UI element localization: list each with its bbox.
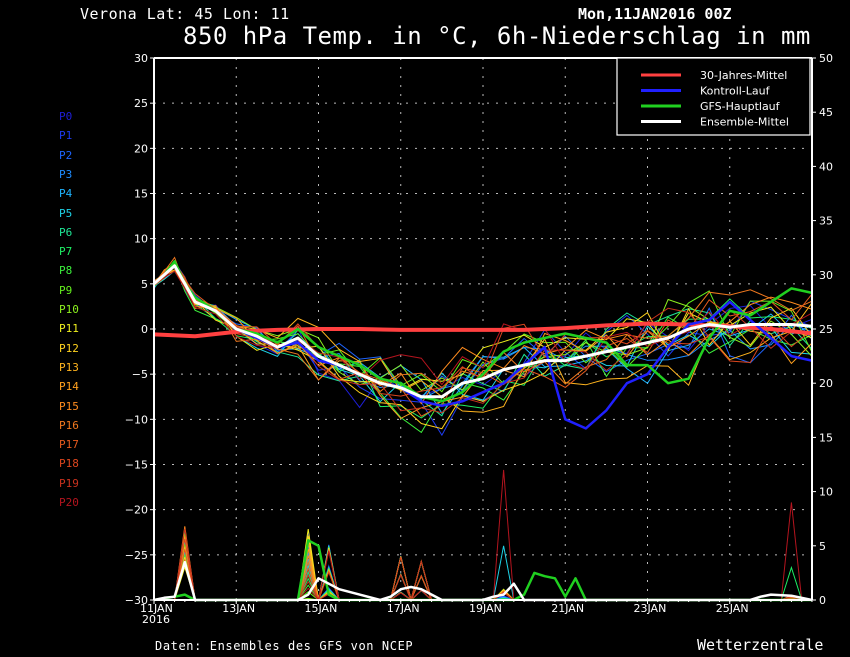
member-label-p14: P14 <box>59 380 79 394</box>
x-tick-label: 23JAN <box>634 602 667 615</box>
y-left-tick-label: −30 <box>125 594 148 607</box>
brand-label: Wetterzentrale <box>697 636 824 654</box>
y-right-tick-label: 45 <box>819 106 833 119</box>
y-left-tick-label: −20 <box>125 504 148 517</box>
member-line-p11 <box>153 263 813 391</box>
legend-label: GFS-Hauptlauf <box>700 100 781 113</box>
series-ensemble-mittel <box>153 264 813 399</box>
y-left-tick-label: 25 <box>134 97 148 110</box>
member-label-p17: P17 <box>59 438 79 452</box>
y-right-tick-label: 40 <box>819 160 833 173</box>
y-right-tick-label: 30 <box>819 269 833 282</box>
member-label-p3: P3 <box>59 167 73 181</box>
y-left-tick-label: −5 <box>132 368 148 381</box>
x-tick-label: 25JAN <box>716 602 749 615</box>
member-label-p0: P0 <box>59 110 73 123</box>
y-right-tick-label: 10 <box>819 486 833 499</box>
member-label-p7: P7 <box>59 245 73 259</box>
member-label-p6: P6 <box>59 225 73 239</box>
y-left-tick-label: 0 <box>141 323 148 336</box>
member-label-p1: P1 <box>59 129 73 143</box>
member-line-p4 <box>153 265 813 415</box>
member-label-p11: P11 <box>59 322 79 336</box>
member-label-p9: P9 <box>59 283 73 297</box>
legend-label: Kontroll-Lauf <box>700 85 771 98</box>
y-left-tick-label: 10 <box>134 233 148 246</box>
y-right-tick-label: 15 <box>819 431 833 444</box>
x-tick-label: 11JAN <box>140 602 173 615</box>
member-precip-p4 <box>154 551 812 602</box>
legend: 30-Jahres-Mittel Kontroll-Lauf GFS-Hauptla… <box>616 57 811 136</box>
y-right-tick-label: 50 <box>819 52 833 65</box>
x-tick-label: 19JAN <box>469 602 502 615</box>
data-source-note: Daten: Ensembles des GFS von NCEP <box>155 639 414 653</box>
y-right-tick-label: 35 <box>819 215 833 228</box>
y-right-tick-label: 25 <box>819 323 833 336</box>
x-tick-label: 17JAN <box>387 602 420 615</box>
member-precip-p17 <box>154 549 812 602</box>
x-tick-label: 21JAN <box>551 602 584 615</box>
x-tick-sublabel: 2016 <box>142 613 170 626</box>
member-label-p5: P5 <box>59 206 73 220</box>
y-right-tick-label: 0 <box>819 594 826 607</box>
member-label-p15: P15 <box>59 399 79 413</box>
y-left-tick-label: 30 <box>134 52 148 65</box>
y-left-tick-label: 5 <box>141 278 148 291</box>
member-precip-p3 <box>154 552 812 602</box>
member-line-p14 <box>153 269 813 420</box>
y-left-tick-label: −25 <box>125 549 148 562</box>
member-label-p2: P2 <box>59 148 73 162</box>
member-line-p10 <box>153 263 813 392</box>
y-left-tick-label: −10 <box>125 413 148 426</box>
location-label: Verona Lat: 45 Lon: 11 <box>80 5 290 23</box>
member-label-p18: P18 <box>59 457 79 471</box>
y-left-tick-label: −15 <box>125 459 148 472</box>
member-label-p4: P4 <box>59 187 73 201</box>
axes: 302520151050−5−10−15−20−25−3050454035302… <box>125 52 833 626</box>
member-label-p13: P13 <box>59 360 79 374</box>
series-gfs-hauptlauf-niederschlag <box>153 539 812 602</box>
main-series <box>153 260 813 602</box>
chart-title: 850 hPa Temp. in °C, 6h-Niederschlag in … <box>183 22 811 50</box>
member-label-p20: P20 <box>59 496 79 509</box>
run-datetime: Mon,11JAN2016 00Z <box>578 5 732 23</box>
y-left-tick-label: 20 <box>134 142 148 155</box>
member-label-p12: P12 <box>59 341 79 355</box>
member-label-p10: P10 <box>59 303 79 316</box>
member-label-p16: P16 <box>59 418 79 432</box>
member-precip-p5 <box>154 541 812 601</box>
member-line-p18 <box>153 262 813 397</box>
x-tick-label: 13JAN <box>222 602 255 615</box>
member-precip-p16 <box>154 559 812 602</box>
legend-label: Ensemble-Mittel <box>700 116 789 129</box>
member-label-p19: P19 <box>59 476 79 490</box>
member-line-p15 <box>153 262 813 405</box>
legend-label: 30-Jahres-Mittel <box>700 69 787 82</box>
y-right-tick-label: 5 <box>819 540 826 553</box>
member-label-p8: P8 <box>59 264 73 278</box>
y-left-tick-label: 15 <box>134 188 148 201</box>
y-right-tick-label: 20 <box>819 377 833 390</box>
x-tick-label: 15JAN <box>305 602 338 615</box>
